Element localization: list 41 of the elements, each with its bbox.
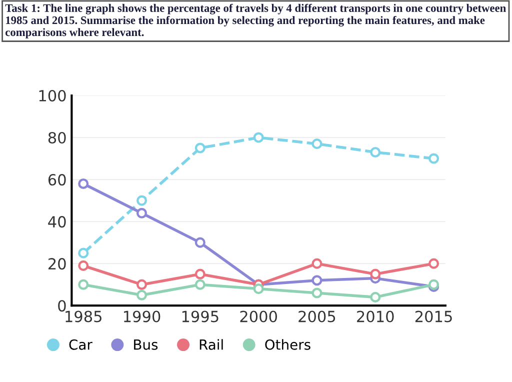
x-tick-label: 1990	[124, 310, 160, 322]
point	[312, 275, 322, 286]
point	[194, 237, 206, 248]
chart-title: Task 1: The line graph shows the percentage of travels by 4 different transports in one country between 1985 and 2015. Summarise the information by selecting and reporting the main features, and make comparisons where relevant.	[5, 4, 506, 38]
point	[253, 284, 264, 294]
point	[370, 268, 381, 280]
point	[194, 142, 206, 154]
point	[370, 292, 381, 302]
point	[136, 279, 148, 290]
point	[370, 146, 381, 158]
point	[312, 138, 322, 150]
point	[78, 178, 89, 190]
x-tick-label: 2005	[298, 310, 336, 322]
legend-label: Bus	[134, 340, 158, 350]
x-tick-label: 1985	[66, 310, 102, 322]
point	[253, 132, 264, 143]
point	[78, 279, 89, 290]
x-tick-label: 2010	[357, 310, 394, 322]
y-tick-label: 0	[58, 300, 66, 312]
legend-label: Others	[265, 339, 310, 350]
point	[136, 290, 148, 300]
legend-label: Rail	[200, 339, 223, 350]
point	[78, 260, 89, 271]
point	[428, 153, 440, 164]
point	[78, 248, 89, 258]
point	[312, 258, 322, 269]
point	[136, 195, 148, 206]
y-tick-label: 80	[48, 132, 66, 144]
y-tick-label: 60	[48, 174, 66, 186]
point	[194, 279, 206, 290]
point	[312, 288, 322, 298]
point	[428, 258, 440, 269]
legend-label: Car	[69, 339, 92, 350]
x-tick-label: 2015	[415, 310, 452, 322]
x-tick-label: 1995	[182, 310, 218, 322]
x-tick-label: 2000	[240, 310, 277, 322]
point	[194, 268, 206, 280]
y-tick-label: 20	[48, 258, 66, 270]
y-tick-label: 100	[39, 90, 66, 102]
point	[136, 208, 148, 218]
y-tick-label: 40	[48, 216, 66, 228]
